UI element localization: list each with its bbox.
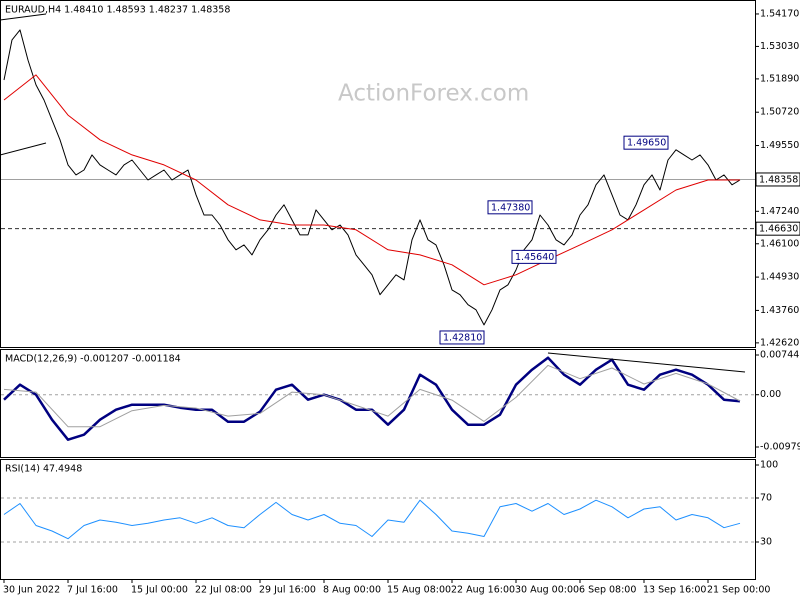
annotation-box [487, 200, 533, 215]
y-tick-label: 1.42620 [760, 337, 799, 348]
x-tick-label: 21 Sep 00:00 [707, 585, 770, 596]
x-tick-label: 29 Jul 16:00 [259, 585, 316, 596]
y-tick-label: 1.46100 [760, 238, 799, 249]
x-tick-label: 7 Jul 16:00 [67, 585, 118, 596]
y-tick-label: 1.50720 [760, 107, 799, 118]
y-tick-label: 1.54170 [760, 8, 799, 19]
y-tick-label: 1.43760 [760, 305, 799, 316]
y-tick-label: -0.009794 [760, 441, 800, 452]
annotation-label: 1.45640 [515, 252, 554, 263]
price-label-box [755, 172, 800, 187]
y-tick-label: 0.007441 [760, 350, 800, 361]
trend-line [0, 142, 47, 156]
annotation-label: 1.47380 [491, 202, 530, 213]
trend-line [0, 13, 47, 21]
panel-title: MACD(12,26,9) -0.001207 -0.001184 [5, 354, 181, 365]
panel-title: RSI(14) 47.4948 [5, 464, 82, 475]
y-tick-label: 1.47240 [760, 206, 799, 217]
x-tick-label: 22 Aug 16:00 [451, 585, 515, 596]
x-tick-label: 15 Jul 00:00 [131, 585, 188, 596]
x-tick-label: 22 Jul 08:00 [195, 585, 252, 596]
price-label: 1.46630 [759, 224, 798, 235]
x-tick-label: 13 Sep 16:00 [643, 585, 706, 596]
annotation-box [511, 249, 557, 264]
x-tick-label: 30 Jun 2022 [3, 585, 60, 596]
series-line [3, 29, 741, 326]
x-tick-label: 8 Aug 00:00 [323, 585, 381, 596]
annotation-label: 1.42810 [443, 332, 482, 343]
series-line [3, 364, 741, 428]
series-line [3, 499, 741, 540]
series-line [3, 74, 740, 286]
annotation-label: 1.49650 [627, 138, 666, 149]
trend-line [547, 352, 746, 373]
x-tick-label: 6 Sep 08:00 [579, 585, 636, 596]
watermark: ActionForex.com [338, 81, 529, 107]
y-tick-label: 1.49550 [760, 140, 799, 151]
panel-title: EURAUD,H4 1.48410 1.48593 1.48237 1.4835… [5, 5, 230, 16]
y-tick-label: 1.53030 [760, 41, 799, 52]
annotation-box [439, 330, 485, 345]
x-tick-label: 30 Aug 00:00 [515, 585, 579, 596]
price-label: 1.48358 [759, 174, 798, 185]
y-tick-label: 1.44930 [760, 272, 799, 283]
price-label-box [755, 221, 800, 236]
y-tick-label: 1.51890 [760, 73, 799, 84]
x-tick-label: 15 Aug 08:00 [387, 585, 451, 596]
series-line [3, 356, 741, 441]
y-tick-label: 100 [760, 460, 778, 471]
panel-frame [0, 459, 756, 580]
y-tick-label: 30 [760, 537, 772, 548]
annotation-box [623, 135, 669, 150]
y-tick-label: 0.00 [760, 389, 781, 400]
panel-frame [0, 349, 756, 458]
y-tick-label: 70 [760, 493, 772, 504]
